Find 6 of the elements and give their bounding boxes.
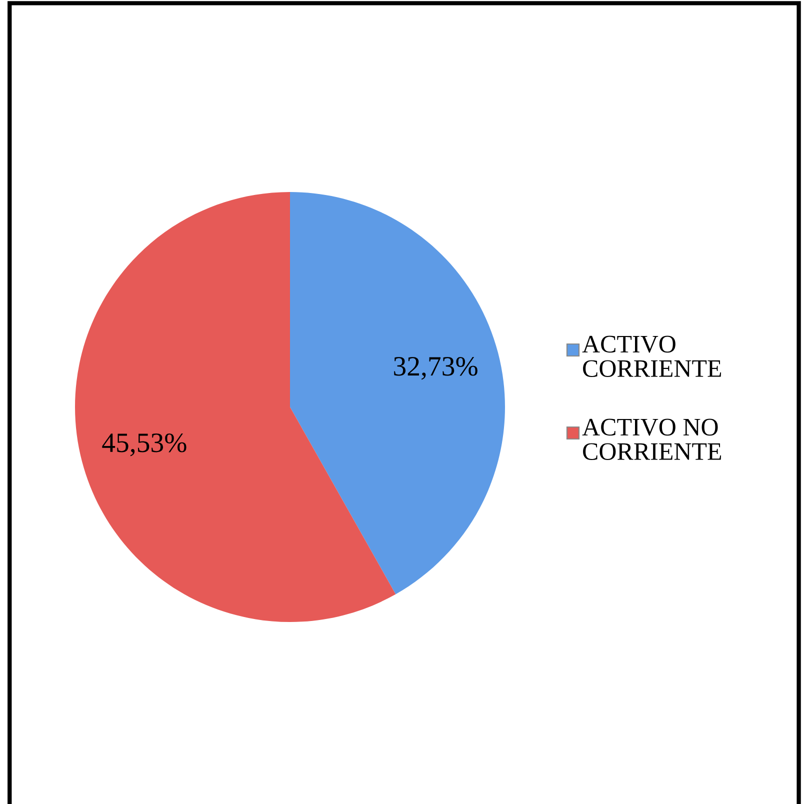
legend-label: ACTIVO NO CORRIENTE: [582, 418, 722, 460]
pie-slice: [290, 192, 505, 594]
legend-label: ACTIVO CORRIENTE: [582, 336, 722, 377]
data-label: 32,73%: [394, 356, 478, 380]
pie-slice: [75, 192, 396, 622]
data-label: 45,53%: [102, 433, 186, 456]
